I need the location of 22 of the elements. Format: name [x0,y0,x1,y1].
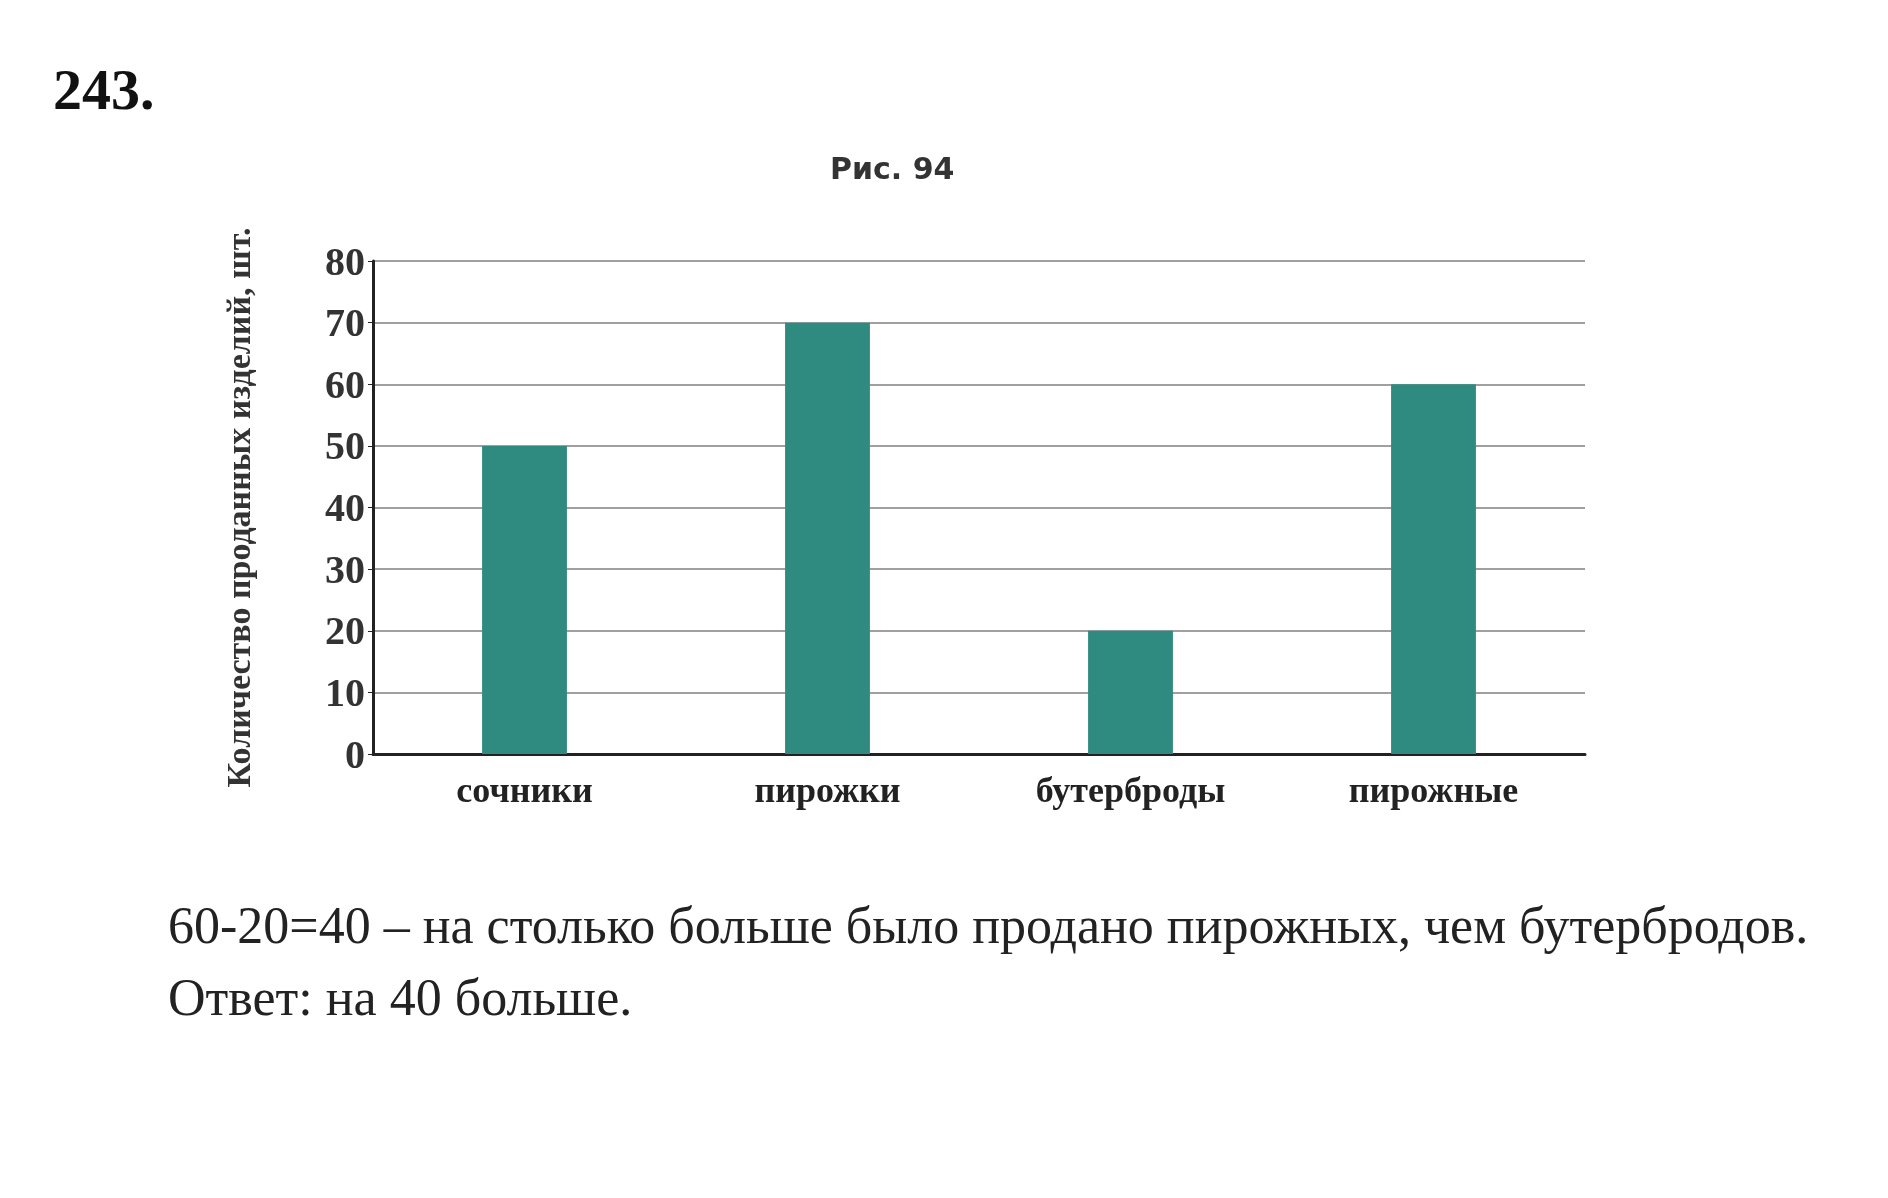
x-tick-label: бутерброды [1035,770,1226,810]
chart-subtitle: Рис. 94 [830,150,955,186]
x-tick-label: сочники [456,770,593,810]
text: 60-20=40 – на столько больше было продано пирожных, чем бутербродов. [168,896,1810,956]
y-tick-label: 80 [325,238,365,284]
bar [1088,630,1173,754]
text: Ответ: на 40 больше. [168,968,634,1028]
y-tick-label: 0 [345,731,365,777]
bar [1391,384,1476,754]
y-tick-label: 60 [325,361,365,407]
y-tick-label: 40 [325,485,365,530]
x-tick-label: пирожки [754,770,901,810]
y-tick-label: 20 [325,608,365,654]
y-tick-label: 10 [325,669,365,715]
bar [482,445,567,754]
y-tick-label: 70 [325,300,365,346]
bar [785,322,870,754]
y-axis-title: Количество проданных изделий, шт. [219,227,257,788]
x-tick-label: пирожные [1348,770,1519,810]
y-tick-label: 30 [325,546,365,592]
y-tick-label: 50 [325,423,365,469]
chart-title: 243. [53,56,155,122]
